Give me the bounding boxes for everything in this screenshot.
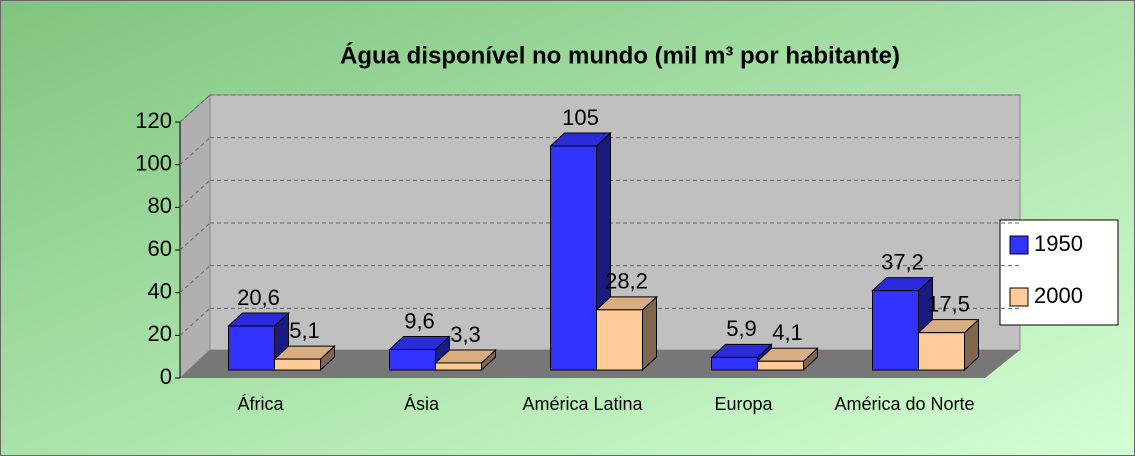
y-tick-label: 80 [148,193,172,218]
value-label: 9,6 [404,308,435,333]
value-label: 5,1 [289,318,320,343]
x-tick-label: África [237,394,284,414]
value-label: 28,2 [605,269,648,294]
bar [228,325,275,371]
value-label: 4,1 [772,320,803,345]
x-tick-label: América Latina [522,394,643,414]
bar [918,332,965,371]
bar [550,145,597,371]
bar [711,356,758,371]
legend-label: 1950 [1034,231,1083,256]
x-tick-label-box: América Latina [522,394,643,414]
y-tick-label: 60 [148,236,172,261]
x-tick-label-box: Europa [714,394,773,414]
y-tick-label: 40 [148,278,172,303]
bar [872,290,919,371]
x-tick-label: Ásia [403,394,439,414]
x-tick-label-box: América do Norte [834,394,975,414]
legend-swatch [1009,287,1029,307]
y-tick-label: 100 [135,150,172,175]
chart-title: Água disponível no mundo (mil m³ por hab… [340,41,900,69]
bar [596,309,643,371]
value-label: 3,3 [450,322,481,347]
value-label: 17,5 [927,291,970,316]
bar [274,358,321,371]
x-tick-label: América do Norte [834,394,975,414]
legend-label: 2000 [1034,283,1083,308]
legend-swatch [1009,235,1029,255]
bar [435,362,482,371]
x-tick-label-box: Ásia [403,394,439,414]
y-tick-label: 0 [160,364,172,389]
bar [757,360,804,371]
bar [389,349,436,371]
value-label: 5,9 [726,316,757,341]
y-tick-label: 20 [148,321,172,346]
side-wall [179,93,211,380]
value-label: 105 [562,105,599,130]
value-label: 37,2 [881,249,924,274]
x-tick-label: Europa [714,394,773,414]
y-tick-label: 120 [135,108,172,133]
x-tick-label-box: África [237,394,284,414]
value-label: 20,6 [237,285,280,310]
